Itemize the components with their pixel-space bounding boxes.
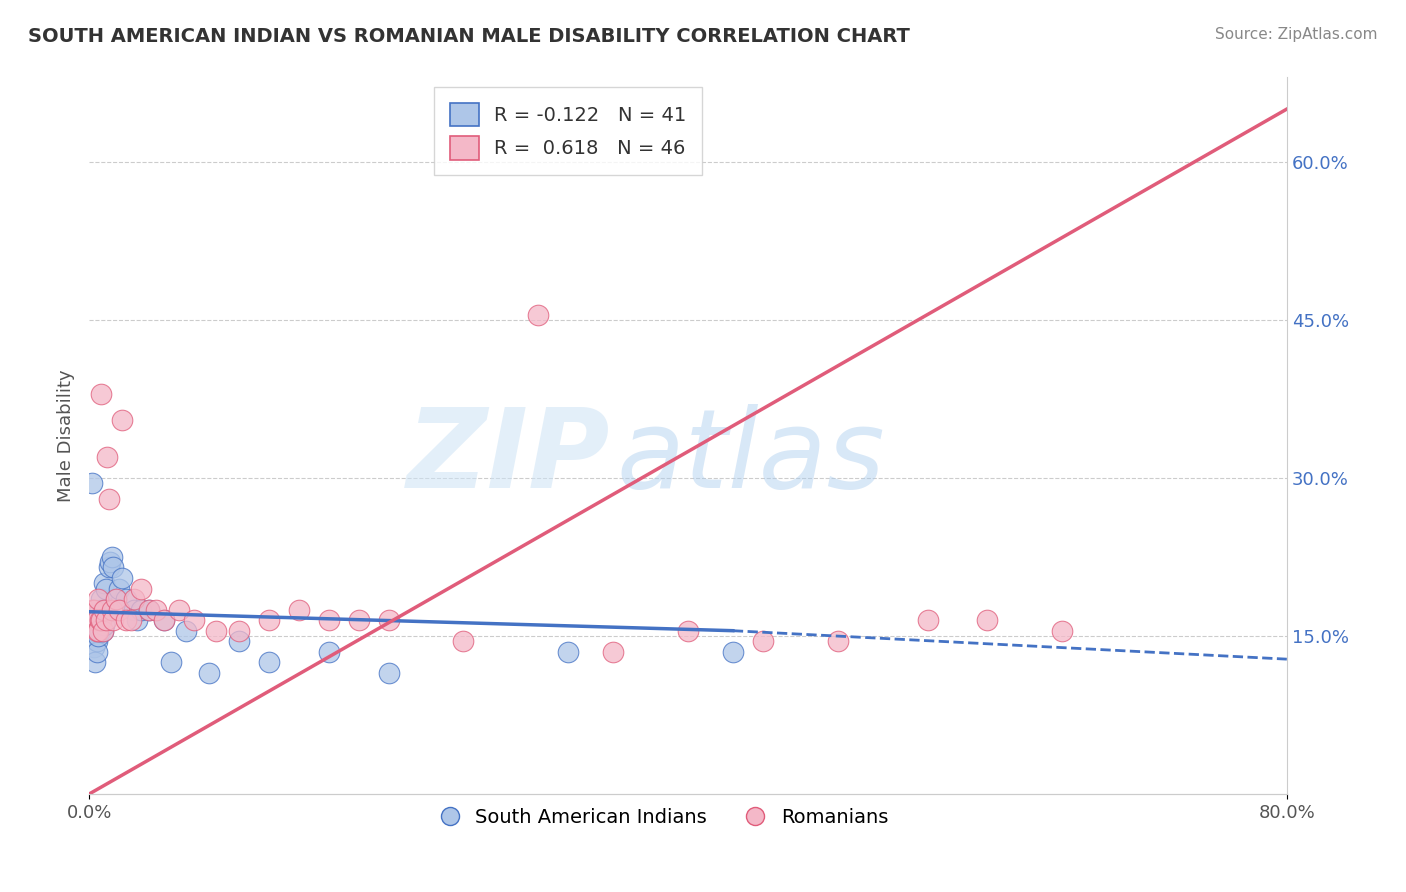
Point: [91, 624, 114, 638]
Point: [917, 613, 939, 627]
Text: atlas: atlas: [616, 404, 884, 511]
Point: [93, 576, 115, 591]
Point: [176, 624, 198, 638]
Point: [105, 592, 128, 607]
Point: [80, 602, 103, 616]
Point: [84, 656, 107, 670]
Point: [318, 613, 340, 627]
Point: [122, 602, 145, 616]
Text: SOUTH AMERICAN INDIAN VS ROMANIAN MALE DISABILITY CORRELATION CHART: SOUTH AMERICAN INDIAN VS ROMANIAN MALE D…: [28, 27, 910, 45]
Point: [721, 645, 744, 659]
Point: [96, 602, 118, 616]
Point: [94, 582, 117, 596]
Point: [125, 613, 148, 627]
Y-axis label: Male Disability: Male Disability: [58, 369, 75, 502]
Point: [527, 308, 550, 322]
Point: [87, 624, 110, 638]
Point: [453, 634, 475, 648]
Point: [87, 592, 110, 607]
Point: [91, 602, 114, 616]
Point: [101, 613, 124, 627]
Point: [97, 560, 120, 574]
Point: [90, 386, 112, 401]
Point: [86, 618, 108, 632]
Point: [84, 624, 107, 638]
Point: [347, 613, 370, 627]
Point: [91, 624, 114, 638]
Point: [89, 602, 111, 616]
Text: ZIP: ZIP: [406, 404, 610, 511]
Point: [90, 592, 112, 607]
Text: Source: ZipAtlas.com: Source: ZipAtlas.com: [1215, 27, 1378, 42]
Point: [138, 602, 160, 616]
Point: [96, 450, 118, 464]
Point: [122, 592, 145, 607]
Point: [115, 613, 138, 627]
Point: [84, 613, 107, 627]
Point: [153, 613, 176, 627]
Point: [1052, 624, 1074, 638]
Point: [100, 602, 122, 616]
Point: [86, 613, 108, 627]
Point: [101, 560, 124, 574]
Point: [120, 613, 142, 627]
Point: [105, 592, 128, 607]
Point: [198, 665, 221, 680]
Point: [111, 571, 134, 585]
Point: [115, 592, 138, 607]
Point: [86, 634, 108, 648]
Point: [94, 613, 117, 627]
Point: [93, 602, 115, 616]
Point: [318, 645, 340, 659]
Point: [377, 613, 399, 627]
Point: [228, 624, 250, 638]
Point: [205, 624, 228, 638]
Point: [131, 582, 153, 596]
Point: [167, 602, 190, 616]
Point: [97, 491, 120, 506]
Point: [100, 549, 122, 564]
Point: [287, 602, 309, 616]
Legend: South American Indians, Romanians: South American Indians, Romanians: [432, 800, 896, 835]
Point: [228, 634, 250, 648]
Point: [93, 618, 115, 632]
Point: [84, 613, 107, 627]
Point: [98, 555, 121, 569]
Point: [257, 613, 280, 627]
Point: [138, 602, 160, 616]
Point: [602, 645, 624, 659]
Point: [87, 629, 110, 643]
Point: [153, 613, 176, 627]
Point: [377, 665, 399, 680]
Point: [976, 613, 998, 627]
Point: [108, 602, 131, 616]
Point: [90, 613, 112, 627]
Point: [87, 607, 110, 622]
Point: [86, 645, 108, 659]
Point: [183, 613, 205, 627]
Point: [160, 656, 183, 670]
Point: [89, 613, 111, 627]
Point: [257, 656, 280, 670]
Point: [89, 624, 111, 638]
Point: [83, 640, 105, 654]
Point: [111, 413, 134, 427]
Point: [108, 582, 131, 596]
Point: [131, 602, 153, 616]
Point: [90, 613, 112, 627]
Point: [86, 624, 108, 638]
Point: [557, 645, 579, 659]
Point: [83, 602, 105, 616]
Point: [827, 634, 849, 648]
Point: [752, 634, 775, 648]
Point: [80, 476, 103, 491]
Point: [145, 602, 167, 616]
Point: [676, 624, 699, 638]
